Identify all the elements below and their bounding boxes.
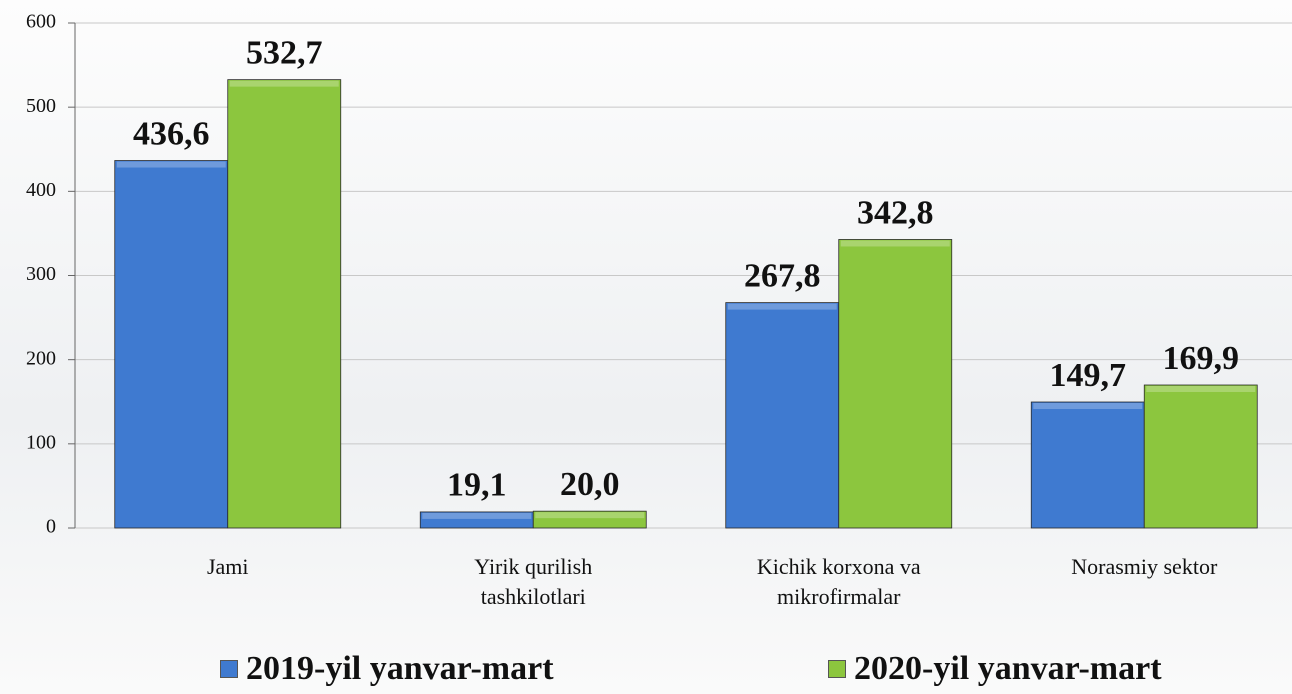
data-label: 342,8	[857, 194, 934, 231]
bar-shine	[1033, 403, 1143, 410]
x-tick-label: Yirik qurilish tashkilotlari	[474, 554, 593, 609]
bar-shine	[116, 161, 226, 168]
legend-item: 2020-yil yanvar-mart	[828, 650, 1162, 688]
x-tick-label: Norasmiy sektor	[1071, 554, 1218, 579]
bar-shine	[1146, 386, 1256, 393]
legend-label: 2019-yil yanvar-mart	[246, 650, 554, 687]
legend-swatch	[828, 660, 846, 678]
y-tick-label: 300	[26, 263, 56, 285]
x-tick-label: Kichik korxona va mikrofirmalar	[756, 554, 921, 609]
bar	[725, 302, 840, 529]
y-tick-label: 200	[26, 347, 56, 369]
data-label: 436,6	[133, 115, 210, 152]
bar	[227, 79, 342, 529]
legend-label: 2020-yil yanvar-mart	[854, 650, 1162, 687]
data-label: 532,7	[246, 34, 323, 71]
y-tick-label: 100	[26, 431, 56, 453]
legend-item: 2019-yil yanvar-mart	[220, 650, 554, 688]
data-label: 169,9	[1163, 340, 1240, 377]
data-label: 267,8	[744, 257, 821, 294]
bar	[1030, 401, 1145, 529]
x-tick-label: Jami	[206, 554, 249, 579]
data-label: 149,7	[1050, 357, 1127, 394]
data-label: 19,1	[447, 467, 507, 504]
bar	[532, 510, 647, 529]
y-tick-label: 600	[26, 11, 56, 33]
y-tick-label: 400	[26, 179, 56, 201]
legend-swatch	[220, 660, 238, 678]
y-tick-label: 500	[26, 95, 56, 117]
bar	[114, 160, 229, 529]
bar	[1143, 384, 1258, 529]
bar-shine	[840, 240, 950, 247]
y-tick-label: 0	[46, 516, 56, 538]
bar-shine	[535, 512, 645, 519]
data-label: 20,0	[560, 466, 620, 503]
bar-shine	[422, 512, 532, 519]
bar-shine	[727, 303, 837, 310]
bar	[838, 239, 953, 529]
bar-shine	[229, 80, 339, 87]
